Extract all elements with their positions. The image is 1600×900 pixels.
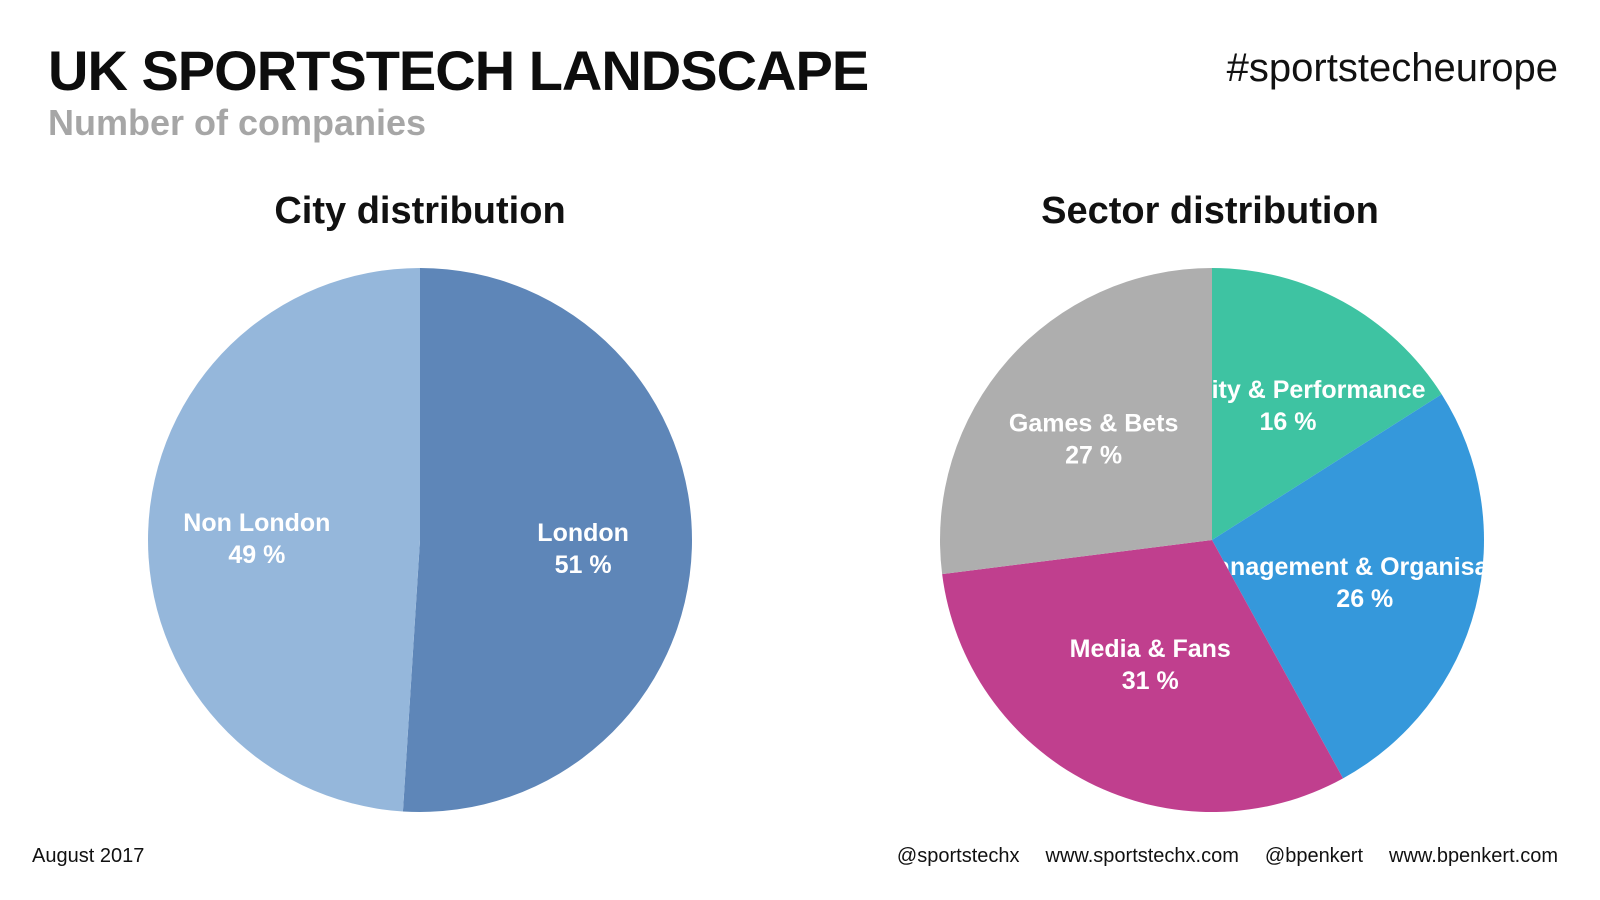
slice-value-label: 26 % <box>1336 585 1393 613</box>
hashtag: #sportstecheurope <box>1226 46 1558 90</box>
footer-link-sportstechx-handle[interactable]: @sportstechx <box>896 845 1020 867</box>
pie-slice-games-bets <box>939 268 1212 575</box>
slice-label: Non London <box>183 509 330 537</box>
footer-link-sportstechx-site[interactable]: www.sportstechx.com <box>1045 845 1239 867</box>
city-chart-title: City distribution <box>274 190 566 232</box>
slice-value-label: 51 % <box>555 551 612 579</box>
slice-label: London <box>537 519 629 547</box>
slice-label: Media & Fans <box>1070 635 1231 663</box>
footer-date: August 2017 <box>32 845 145 867</box>
slice-value-label: 27 % <box>1065 442 1122 470</box>
slice-label: Management & Organisation <box>1195 553 1534 581</box>
pie-slice-london <box>402 268 693 813</box>
page-title: UK SPORTSTECH LANDSCAPE <box>48 39 869 102</box>
pie-slice-management-organisation <box>1212 394 1484 779</box>
footer-links: @sportstechx www.sportstechx.com @bpenke… <box>897 845 1558 868</box>
slice-label: Games & Bets <box>1009 410 1179 438</box>
slice-value-label: 31 % <box>1122 667 1179 695</box>
pie-slice-media-fans <box>942 540 1344 813</box>
page-subtitle: Number of companies <box>48 102 427 143</box>
pie-slice-activity-performance <box>1212 268 1442 540</box>
slice-value-label: 49 % <box>228 541 285 569</box>
pie-slice-non-london <box>148 268 420 812</box>
footer-link-bpenkert-site[interactable]: www.bpenkert.com <box>1389 845 1558 867</box>
sector-chart-title: Sector distribution <box>1041 190 1379 232</box>
slice-value-label: 16 % <box>1260 408 1317 436</box>
footer-link-bpenkert-handle[interactable]: @bpenkert <box>1264 845 1364 867</box>
